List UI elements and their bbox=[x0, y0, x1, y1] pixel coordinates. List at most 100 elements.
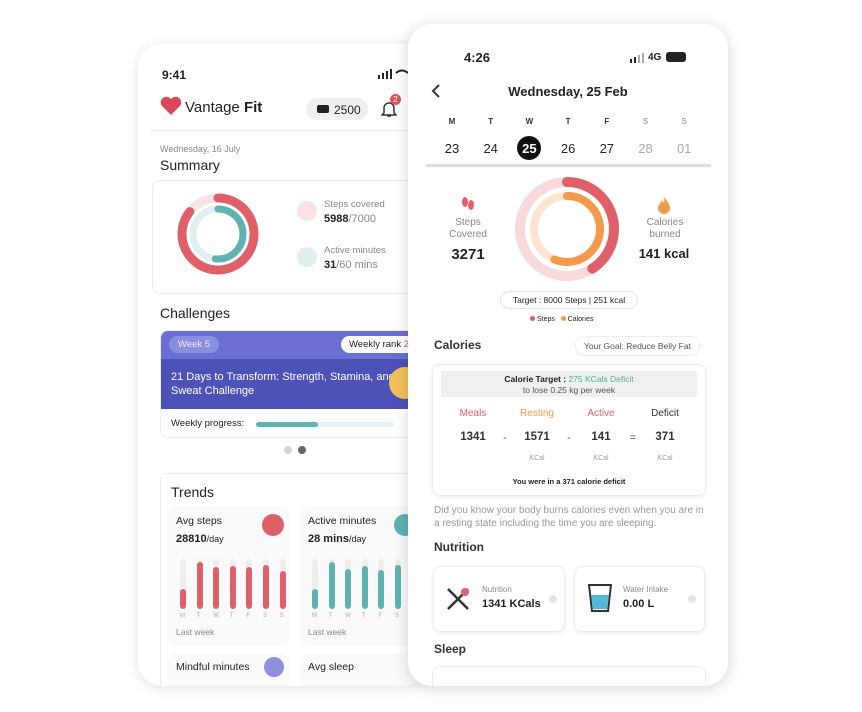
nutrition-label: Nutrition bbox=[482, 585, 512, 594]
status-time: 9:41 bbox=[162, 68, 187, 82]
day-label: T bbox=[229, 613, 234, 619]
card-dot bbox=[549, 595, 557, 603]
weekday-letter: T bbox=[565, 117, 571, 126]
bar bbox=[345, 569, 352, 609]
bar bbox=[395, 565, 401, 609]
active-goal: /60 mins bbox=[336, 259, 378, 271]
day-number[interactable]: 28 bbox=[638, 141, 653, 156]
selected-day bbox=[517, 136, 542, 160]
calorie-target-strip bbox=[441, 371, 697, 397]
operator: - bbox=[503, 432, 507, 444]
target-value: 275 KCals Deficit bbox=[568, 374, 634, 384]
day-number[interactable]: 27 bbox=[599, 141, 615, 156]
column-name: Active bbox=[587, 408, 615, 419]
brand-logo bbox=[160, 96, 182, 115]
sleep-title: Avg sleep bbox=[308, 661, 354, 673]
steps-text: 5988/7000 bbox=[324, 213, 376, 225]
calories-value: 141 kcal bbox=[638, 246, 690, 261]
challenge-card[interactable]: Week 5 Weekly rank 2 21 Days to Transfor… bbox=[160, 330, 428, 438]
steps-goal: /7000 bbox=[348, 213, 377, 225]
day-label: T bbox=[361, 613, 366, 619]
sleep-card[interactable]: Avg sleep bbox=[300, 654, 422, 686]
activity-ring bbox=[515, 177, 619, 281]
pager-dot-active[interactable] bbox=[298, 446, 306, 454]
status-time: 4:26 bbox=[464, 50, 491, 65]
column-value: 371 bbox=[655, 431, 675, 443]
glass-icon bbox=[587, 584, 613, 612]
progress-fill bbox=[256, 422, 319, 427]
nutrition-title: Nutrition bbox=[434, 540, 484, 554]
divider bbox=[150, 130, 428, 131]
steps-label: Steps covered bbox=[324, 199, 385, 210]
challenges-title: Challenges bbox=[160, 305, 231, 321]
target-pill: Target : 8000 Steps | 251 kcal bbox=[499, 291, 639, 309]
challenge-body bbox=[161, 359, 428, 409]
active-icon bbox=[297, 247, 317, 267]
legend-swatch bbox=[560, 316, 566, 321]
left-phone: 9:41 Vantage Fit 2500 2 Wednesday, 16 Ju… bbox=[138, 44, 428, 686]
water-card[interactable]: Water Intake 0.00 L bbox=[574, 566, 705, 632]
trend-card[interactable]: Avg steps 28810/day M T W T F S S Last week bbox=[168, 506, 290, 646]
column-unit: KCal bbox=[593, 455, 609, 462]
column-name: Resting bbox=[520, 408, 554, 419]
day-number[interactable]: 23 bbox=[444, 141, 460, 156]
active-text: 31/60 mins bbox=[324, 259, 378, 271]
day-number[interactable]: 01 bbox=[676, 141, 692, 156]
progress-track bbox=[256, 422, 394, 427]
pager-dot[interactable] bbox=[284, 446, 292, 454]
trend-icon bbox=[262, 514, 284, 536]
day-label: S bbox=[279, 613, 284, 619]
trend-title: Avg steps bbox=[176, 515, 222, 527]
active-value: 31 bbox=[324, 259, 337, 271]
mindful-card[interactable]: Mindful minutes bbox=[168, 654, 290, 686]
bar bbox=[180, 589, 186, 609]
day-label: T bbox=[328, 613, 333, 619]
ring-arc bbox=[177, 193, 259, 275]
ring-arc bbox=[515, 177, 619, 281]
trend-number: 28810 bbox=[176, 533, 207, 545]
water-label: Water Intake bbox=[623, 585, 669, 594]
day-label: S bbox=[395, 613, 400, 619]
day-label: W bbox=[213, 613, 219, 619]
bar bbox=[263, 565, 269, 609]
trend-value: 28810/day bbox=[176, 533, 224, 545]
weekday-letter: M bbox=[448, 117, 456, 126]
calories-label: Calories burned bbox=[646, 217, 684, 240]
back-button[interactable] bbox=[430, 83, 442, 99]
sleep-title: Sleep bbox=[434, 642, 467, 656]
mindful-title: Mindful minutes bbox=[176, 661, 250, 673]
water-value: 0.00 L bbox=[623, 598, 655, 610]
summary-card: Steps covered 5988/7000 Active minutes 3… bbox=[152, 180, 428, 294]
day-label: F bbox=[246, 613, 251, 619]
nutrition-card[interactable]: Nutrition 1341 KCals bbox=[433, 566, 565, 632]
column-unit: KCal bbox=[657, 455, 673, 462]
summary-ring bbox=[177, 193, 259, 275]
rank-pill: Weekly rank 2 bbox=[341, 336, 418, 353]
legend-swatch bbox=[530, 316, 535, 321]
coins-pill[interactable]: 2500 bbox=[306, 98, 368, 120]
day-number[interactable]: 24 bbox=[483, 141, 498, 156]
steps-value: 5988 bbox=[324, 213, 349, 225]
operator: = bbox=[629, 432, 637, 444]
day-number[interactable]: 26 bbox=[560, 141, 576, 156]
network: 4G bbox=[648, 52, 662, 63]
progress-label: Weekly progress: bbox=[171, 418, 245, 429]
goal-pill[interactable]: Your Goal: Reduce Belly Fat bbox=[575, 336, 700, 356]
ring-arc bbox=[189, 205, 247, 263]
wallet-icon bbox=[317, 105, 329, 113]
day-number[interactable]: 25 bbox=[522, 141, 537, 156]
bar bbox=[246, 567, 253, 609]
bar bbox=[312, 589, 318, 609]
period-label: Last week bbox=[176, 627, 215, 637]
right-phone: 4:26 4G Wednesday, 25 Feb M 23 T 24 W 25 T 26 F 2… bbox=[408, 24, 728, 686]
calorie-target: Calorie Target : 275 KCals Deficit bbox=[504, 374, 633, 384]
column-value: 1341 bbox=[460, 431, 486, 443]
bar-track bbox=[312, 559, 318, 609]
trends-title: Trends bbox=[171, 484, 215, 500]
weekday-letter: S bbox=[681, 117, 687, 126]
active-label: Active minutes bbox=[324, 245, 386, 256]
column-name: Deficit bbox=[651, 408, 679, 419]
trend-unit: /day bbox=[348, 534, 366, 544]
weekday-letter: W bbox=[525, 117, 534, 126]
